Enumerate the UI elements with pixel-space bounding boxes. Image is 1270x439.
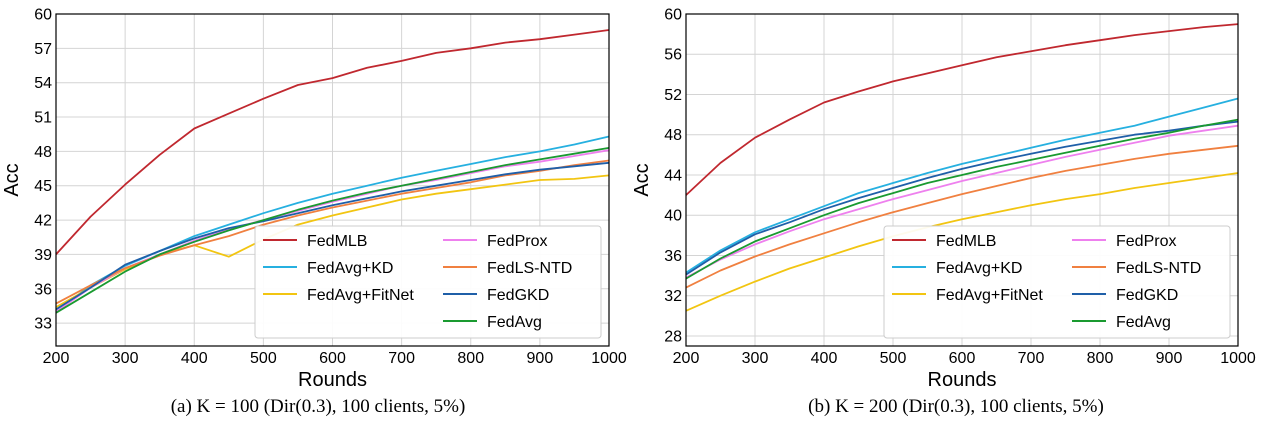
legend-label: FedAvg+KD	[936, 260, 1022, 277]
y-tick-label: 60	[34, 7, 52, 24]
x-tick-label: 1000	[591, 350, 627, 367]
y-tick-label: 28	[664, 328, 682, 345]
legend-label: FedAvg+KD	[307, 260, 393, 277]
series-line-fedmlb	[685, 23, 1239, 196]
y-axis-label: Acc	[1, 163, 23, 196]
x-tick-label: 600	[949, 350, 976, 367]
chart-panel-b: 200 300 400 500 600 700 800 900 1000 28 32 36 40 44 48…	[631, 7, 1256, 418]
x-tick-label: 700	[1018, 350, 1045, 367]
legend-label: FedAvg+FitNet	[307, 287, 414, 304]
series-line-fedprox	[685, 124, 1239, 279]
x-tick-label: 400	[811, 350, 838, 367]
figure-caption: (b) K = 200 (Dir(0.3), 100 clients, 5%)	[808, 396, 1104, 417]
x-tick-label: 900	[527, 350, 554, 367]
x-tick-label: 800	[1087, 350, 1114, 367]
x-axis-label: Rounds	[298, 369, 367, 391]
x-tick-label: 700	[388, 350, 415, 367]
y-tick-label: 40	[664, 208, 682, 225]
x-tick-label: 400	[181, 350, 208, 367]
series-line-fedmlb	[55, 29, 610, 256]
legend: FedMLB FedAvg+KD FedAvg+FitNet FedProx FedLS…	[883, 225, 1231, 339]
x-axis-label: Rounds	[928, 369, 997, 391]
x-tick-label: 900	[1156, 350, 1183, 367]
y-tick-label: 36	[34, 281, 52, 298]
legend-label: FedAvg	[1116, 314, 1171, 331]
x-tick-label: 200	[673, 350, 700, 367]
y-tick-label: 44	[664, 167, 682, 184]
legend-label: FedLS-NTD	[487, 260, 572, 277]
legend-label: FedGKD	[1116, 287, 1178, 304]
legend-label: FedGKD	[487, 287, 549, 304]
x-tick-label: 1000	[1220, 350, 1256, 367]
y-tick-label: 52	[664, 87, 682, 104]
series-line-fedls-ntd	[685, 144, 1239, 289]
plot-frame	[685, 13, 1239, 347]
y-tick-label: 45	[34, 178, 52, 195]
legend-label: FedMLB	[307, 233, 367, 250]
y-tick-label: 36	[664, 248, 682, 265]
x-tick-label: 300	[742, 350, 769, 367]
plot-frame	[55, 13, 610, 347]
y-tick-label: 48	[664, 127, 682, 144]
y-tick-label: 42	[34, 213, 52, 230]
y-axis-label: Acc	[631, 163, 653, 196]
legend-box	[254, 225, 602, 339]
legend-label: FedProx	[1116, 233, 1176, 250]
y-tick-label: 32	[664, 288, 682, 305]
legend-label: FedAvg	[487, 314, 542, 331]
y-tick-label: 54	[34, 75, 52, 92]
series-line-fedavg	[55, 147, 610, 314]
y-tick-label: 51	[34, 110, 52, 127]
series-line-fedavg-fitnet	[685, 172, 1239, 312]
series-line-fedgkd	[55, 161, 610, 311]
legend-box	[883, 225, 1231, 339]
y-tick-label: 39	[34, 247, 52, 264]
y-tick-label: 57	[34, 41, 52, 58]
legend-label: FedMLB	[936, 233, 996, 250]
y-tick-label: 60	[664, 7, 682, 24]
y-tick-label: 33	[34, 316, 52, 333]
x-tick-label: 300	[112, 350, 139, 367]
legend-label: FedProx	[487, 233, 547, 250]
legend: FedMLB FedAvg+KD FedAvg+FitNet FedProx FedLS…	[254, 225, 602, 339]
x-tick-label: 500	[880, 350, 907, 367]
chart-panel-a: 200 300 400 500 600 700 800 900 1000 33 36 39 42 45 48…	[1, 7, 627, 418]
legend-label: FedLS-NTD	[1116, 260, 1201, 277]
figure-caption: (a) K = 100 (Dir(0.3), 100 clients, 5%)	[171, 396, 466, 417]
series-line-fedavg	[685, 118, 1239, 280]
x-tick-label: 500	[250, 350, 277, 367]
legend-label: FedAvg+FitNet	[936, 287, 1043, 304]
x-tick-label: 800	[457, 350, 484, 367]
x-tick-label: 200	[43, 350, 70, 367]
series-line-fedavg-kd	[685, 97, 1239, 274]
y-tick-label: 56	[664, 47, 682, 64]
series-line-fedgkd	[685, 120, 1239, 276]
x-tick-label: 600	[319, 350, 346, 367]
y-tick-label: 48	[34, 144, 52, 161]
